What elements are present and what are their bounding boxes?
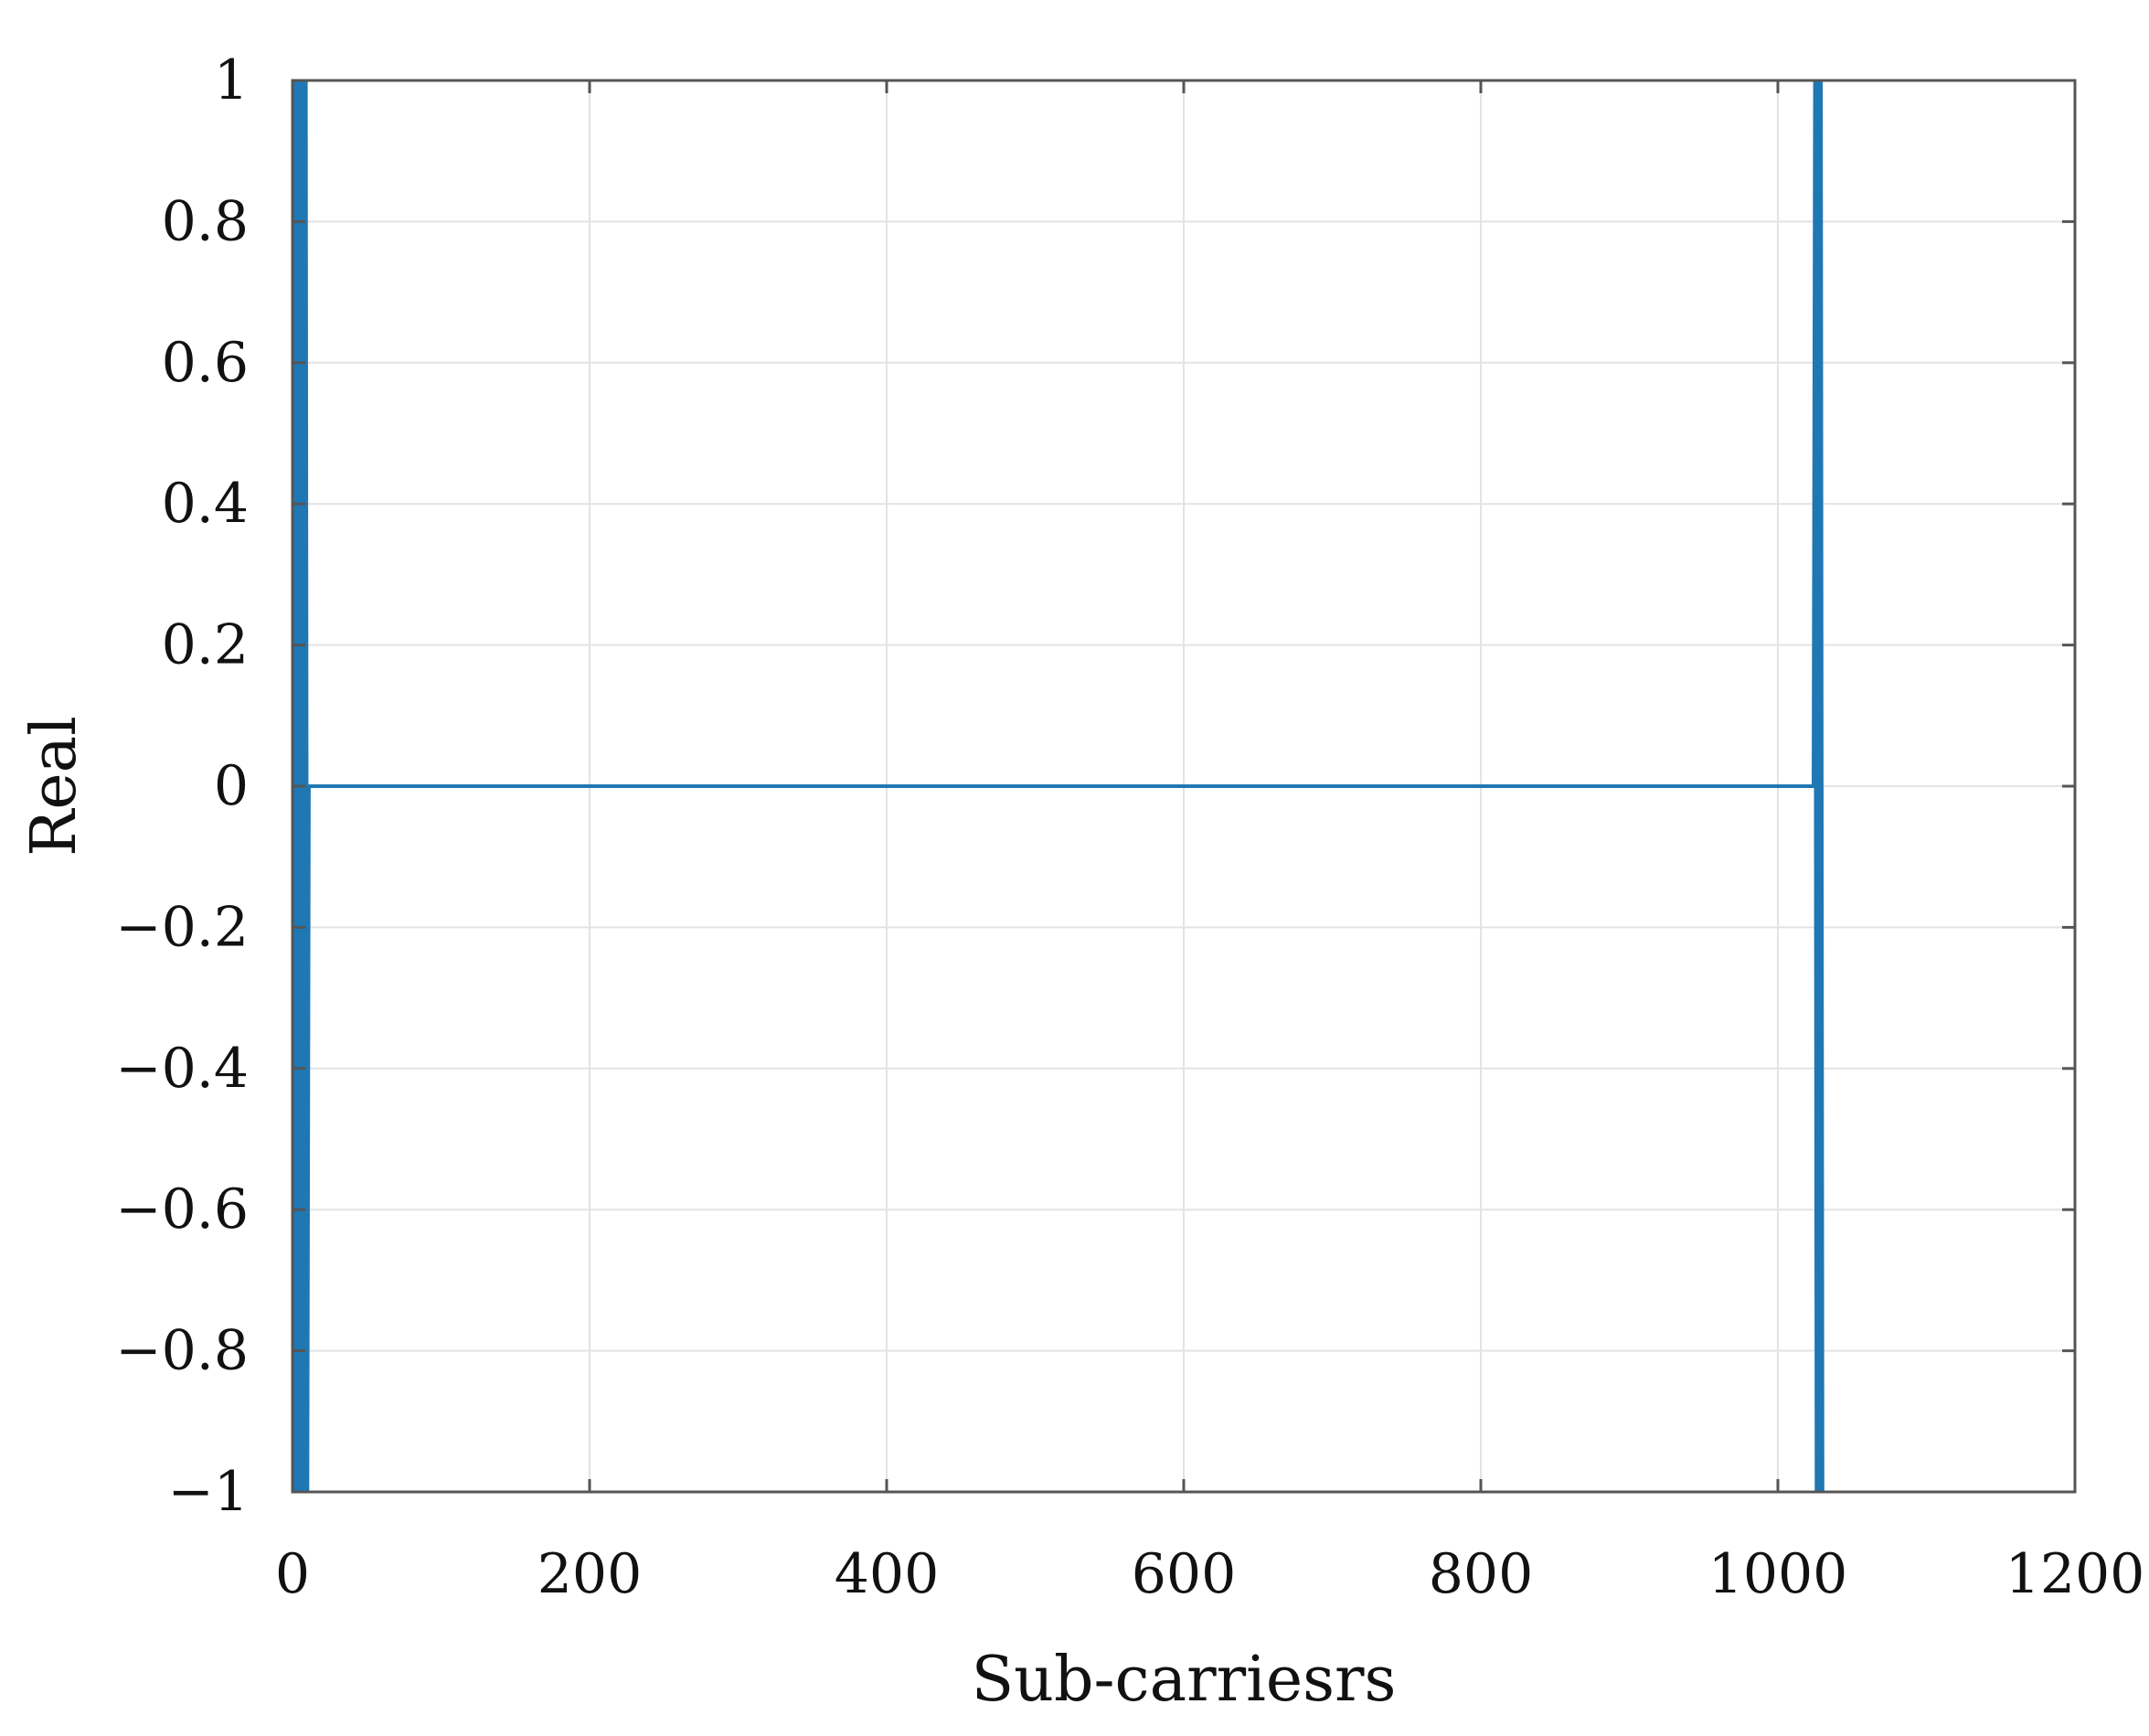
y-tick-label: 0.4 xyxy=(162,472,249,536)
y-tick-label: −1 xyxy=(168,1460,249,1524)
y-tick-label: −0.6 xyxy=(115,1177,249,1241)
axis-ticks xyxy=(291,79,2077,1494)
x-tick-label: 600 xyxy=(1132,1542,1237,1606)
x-tick-label: 400 xyxy=(835,1542,940,1606)
x-tick-label: 0 xyxy=(275,1542,310,1606)
y-tick-label: 0.8 xyxy=(162,189,249,253)
x-tick-label: 1000 xyxy=(1708,1542,1848,1606)
x-tick-label: 200 xyxy=(537,1542,643,1606)
y-tick-label: −0.4 xyxy=(115,1037,249,1101)
y-tick-label: −0.8 xyxy=(115,1319,249,1383)
y-tick-label: 0.6 xyxy=(162,331,249,395)
series-line xyxy=(292,80,1825,1493)
x-axis-title: Sub-carriesrs xyxy=(972,1644,1397,1716)
y-tick-labels: −1 −0.8 −0.6 −0.4 −0.2 0 0.2 0.4 0.6 0.8 1 xyxy=(115,48,249,1524)
x-tick-label: 800 xyxy=(1429,1542,1534,1606)
x-tick-labels: 0 200 400 600 800 1000 1200 xyxy=(275,1542,2144,1606)
y-tick-label: −0.2 xyxy=(115,895,249,959)
x-tick-label: 1200 xyxy=(2005,1542,2145,1606)
y-tick-label: 0 xyxy=(214,754,249,818)
y-tick-label: 0.2 xyxy=(162,613,249,677)
y-tick-label: 1 xyxy=(214,48,249,112)
y-axis-title: Real xyxy=(18,716,90,857)
